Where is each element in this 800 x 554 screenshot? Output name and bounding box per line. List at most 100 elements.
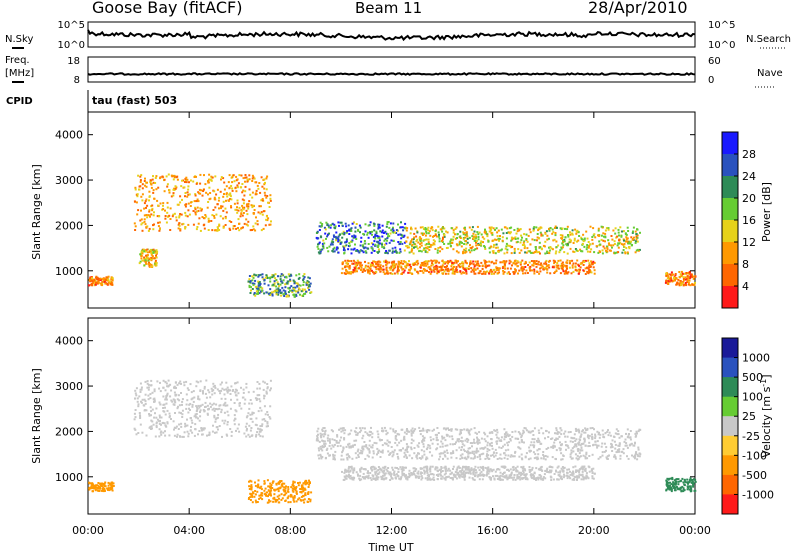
echo-cell (147, 386, 150, 389)
echo-cell (285, 275, 288, 278)
echo-cell (613, 454, 616, 457)
echo-cell (501, 239, 504, 242)
echo-cell (151, 408, 154, 411)
echo-cell (108, 489, 111, 492)
echo-cell (300, 491, 303, 494)
echo-cell (269, 490, 272, 493)
echo-cell (239, 402, 241, 405)
echo-cell (406, 245, 409, 247)
echo-cell (589, 427, 592, 430)
echo-cell (346, 272, 349, 275)
echo-cell (321, 446, 324, 449)
echo-cell (288, 286, 291, 289)
echo-cell (376, 430, 379, 433)
echo-cell (92, 484, 95, 487)
echo-cell (262, 227, 265, 230)
echo-cell (570, 239, 572, 242)
echo-cell (432, 473, 435, 476)
echo-cell (444, 439, 447, 442)
echo-cell (149, 248, 152, 251)
echo-cell (374, 473, 377, 476)
echo-cell (491, 239, 494, 242)
echo-cell (564, 272, 567, 275)
echo-cell (529, 444, 532, 447)
echo-cell (498, 457, 501, 460)
echo-cell (494, 429, 497, 432)
echo-cell (588, 245, 591, 247)
echo-cell (172, 403, 175, 406)
echo-cell (619, 457, 622, 460)
echo-cell (224, 397, 227, 400)
echo-cell (94, 484, 97, 487)
echo-cell (347, 470, 350, 473)
echo-cell (591, 262, 594, 264)
echo-cell (552, 231, 555, 234)
echo-cell (520, 261, 522, 264)
echo-cell (561, 236, 564, 238)
echo-cell (400, 449, 403, 452)
echo-cell (260, 409, 263, 412)
echo-cell (243, 432, 246, 435)
echo-cell (277, 293, 280, 296)
echo-cell (361, 427, 364, 430)
echo-cell (441, 259, 444, 262)
echo-cell (295, 290, 297, 293)
echo-cell (613, 240, 616, 243)
echo-cell (164, 424, 167, 427)
echo-cell (141, 431, 144, 434)
echo-cell (271, 481, 274, 484)
echo-cell (455, 267, 458, 270)
echo-cell (225, 193, 228, 196)
echo-cell (279, 480, 282, 483)
echo-cell (134, 188, 137, 191)
echo-cell (292, 497, 295, 500)
echo-cell (404, 261, 407, 264)
echo-cell (522, 241, 525, 244)
echo-cell (467, 466, 470, 468)
echo-cell (347, 443, 349, 446)
echo-cell (198, 398, 201, 401)
echo-cell (416, 457, 419, 460)
echo-cell (255, 216, 257, 219)
echo-cell (207, 408, 210, 411)
echo-cell (424, 227, 427, 229)
echo-cell (498, 239, 500, 242)
echo-cell (181, 398, 184, 401)
echo-cell (180, 185, 183, 188)
echo-cell (392, 266, 395, 268)
echo-cell (275, 499, 278, 502)
echo-cell (171, 215, 174, 218)
echo-cell (203, 174, 205, 177)
echo-cell (532, 451, 535, 454)
echo-cell (406, 448, 408, 451)
echo-cell (339, 221, 342, 224)
echo-cell (300, 486, 303, 489)
echo-cell (569, 431, 572, 433)
echo-cell (529, 269, 532, 272)
echo-cell (671, 273, 674, 276)
echo-cell (341, 263, 344, 266)
echo-cell (110, 486, 113, 489)
echo-cell (414, 246, 417, 248)
echo-cell (443, 454, 446, 457)
echo-cell (506, 433, 509, 436)
echo-cell (503, 271, 506, 274)
echo-cell (421, 456, 424, 459)
echo-cell (503, 428, 506, 431)
echo-cell (473, 272, 476, 275)
echo-cell (226, 423, 229, 426)
echo-cell (203, 385, 206, 388)
echo-cell (521, 236, 523, 239)
echo-cell (513, 250, 516, 253)
echo-cell (514, 238, 517, 240)
echo-cell (502, 445, 504, 448)
echo-cell (428, 230, 431, 233)
echo-cell (402, 271, 405, 274)
echo-cell (353, 267, 356, 270)
echo-cell (430, 227, 433, 230)
echo-cell (160, 430, 163, 433)
echo-cell (257, 282, 260, 285)
echo-cell (242, 226, 244, 229)
echo-cell (334, 225, 337, 228)
echo-cell (468, 249, 471, 252)
